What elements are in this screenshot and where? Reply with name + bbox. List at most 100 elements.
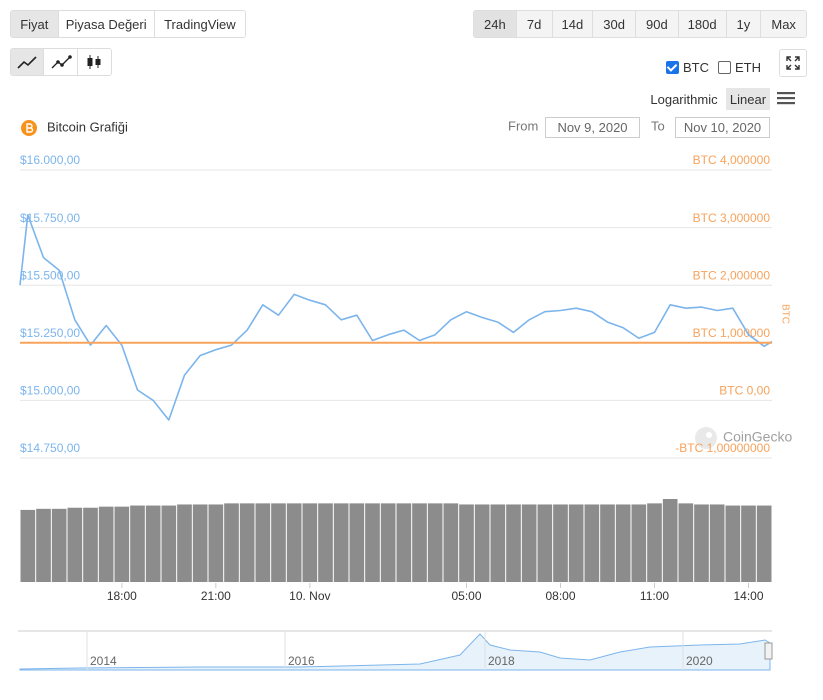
volume-bar — [412, 503, 427, 582]
tab-button[interactable]: Piyasa Değeri — [58, 11, 155, 37]
fullscreen-icon — [786, 56, 800, 70]
watermark-text: CoinGecko — [723, 429, 792, 445]
chart-type-group — [10, 48, 112, 76]
y-tick-label: $15.250,00 — [20, 326, 80, 340]
volume-bar — [506, 504, 521, 582]
x-tick-label: 08:00 — [545, 589, 575, 603]
y-tick-label: $15.500,00 — [20, 268, 80, 282]
volume-bar — [709, 504, 725, 582]
range-button[interactable]: 7d — [516, 11, 553, 37]
candlestick-chart-button[interactable] — [77, 49, 111, 75]
checkbox-label: ETH — [735, 60, 761, 75]
volume-bar — [459, 504, 474, 582]
y-tick-label: $14.750,00 — [20, 441, 80, 455]
range-group: 24h 7d 14d 30d 90d 180d 1y Max — [473, 10, 807, 38]
to-input[interactable]: Nov 10, 2020 — [675, 117, 770, 138]
volume-bar — [553, 504, 568, 582]
volume-bar — [584, 504, 600, 582]
volume-bar — [756, 505, 772, 582]
line-icon — [17, 56, 37, 69]
from-label: From — [508, 118, 538, 133]
point-chart-button[interactable] — [44, 49, 78, 75]
y2-axis-label: BTC — [779, 304, 790, 324]
checkbox-label: BTC — [683, 60, 709, 75]
y2-tick-label: BTC 4,000000 — [693, 153, 771, 167]
x-tick-label: 10. Nov — [289, 589, 330, 603]
volume-bar — [239, 503, 255, 582]
volume-bar — [318, 503, 333, 582]
navigator-handle[interactable] — [764, 642, 773, 660]
from-input[interactable]: Nov 9, 2020 — [545, 117, 640, 138]
navigator — [18, 630, 773, 671]
x-tick-label: 18:00 — [107, 589, 137, 603]
volume-bar — [51, 508, 67, 582]
watermark-icon — [695, 427, 717, 449]
volume-bar — [255, 503, 271, 582]
menu-icon[interactable] — [776, 90, 796, 106]
volume-bar — [694, 504, 709, 582]
volume-bar — [631, 504, 647, 582]
y2-tick-label: BTC 0,00 — [719, 384, 770, 398]
scale-button[interactable]: Logarithmic — [650, 91, 718, 107]
volume-bar — [678, 503, 694, 582]
volume-bar — [568, 504, 584, 582]
volume-bar — [741, 505, 756, 582]
tab-button[interactable]: Fiyat — [11, 11, 59, 37]
fullscreen-button[interactable] — [779, 49, 807, 77]
x-tick-label: 05:00 — [451, 589, 481, 603]
volume-bar — [396, 503, 412, 582]
volume-bar — [725, 505, 741, 582]
to-value: Nov 10, 2020 — [683, 120, 762, 135]
checkbox[interactable] — [718, 61, 731, 74]
volume-bar — [145, 505, 161, 582]
volume-bar — [662, 499, 678, 582]
volume-bar — [98, 506, 114, 582]
fullscreen-icon-wrap — [780, 50, 806, 76]
volume-bar — [286, 503, 302, 582]
to-label: To — [651, 118, 665, 133]
volume-bar — [192, 504, 208, 582]
range-button[interactable]: 24h — [474, 11, 517, 37]
point-line-icon — [51, 55, 72, 69]
volume-bar — [302, 503, 318, 582]
volume-bar — [224, 503, 239, 582]
x-tick-label: 11:00 — [640, 589, 669, 603]
volume-bar — [271, 503, 286, 582]
volume-bar — [36, 508, 51, 582]
volume-bar — [83, 507, 98, 582]
volume-bar — [380, 503, 396, 582]
range-button[interactable]: 14d — [552, 11, 594, 37]
range-button[interactable]: Max — [761, 11, 806, 37]
navigator-area — [19, 633, 771, 671]
volume-bar — [490, 504, 506, 582]
checkbox[interactable] — [666, 61, 679, 74]
y2-tick-label: BTC 3,000000 — [693, 211, 771, 225]
y-tick-label: $15.000,00 — [20, 384, 80, 398]
navigator-label: 2016 — [288, 654, 315, 668]
tab-group: Fiyat Piyasa Değeri TradingView — [10, 10, 246, 38]
range-button[interactable]: 1y — [726, 11, 762, 37]
range-button[interactable]: 30d — [593, 11, 637, 37]
y2-tick-label: BTC 1,000000 — [693, 326, 771, 340]
line-chart-button[interactable] — [11, 49, 45, 75]
volume-bar — [20, 509, 36, 582]
volume-bar — [600, 504, 615, 582]
navigator-label: 2014 — [90, 654, 117, 668]
watermark: CoinGecko — [695, 427, 792, 449]
y-tick-label: $16.000,00 — [20, 153, 80, 167]
range-button[interactable]: 180d — [678, 11, 727, 37]
tab-button[interactable]: TradingView — [154, 11, 245, 37]
y2-tick-label: BTC 2,000000 — [693, 268, 771, 282]
volume-bar — [333, 503, 349, 582]
price-line — [19, 214, 773, 421]
bitcoin-icon-glyph — [26, 123, 34, 133]
volume-bar — [208, 504, 224, 582]
candle-icon — [87, 55, 101, 69]
volume-bar — [474, 504, 490, 582]
range-button[interactable]: 90d — [636, 11, 679, 37]
chart-title: Bitcoin Grafiği — [47, 119, 128, 134]
volume-bar — [114, 506, 130, 582]
scale-button[interactable]: Linear — [726, 88, 770, 110]
